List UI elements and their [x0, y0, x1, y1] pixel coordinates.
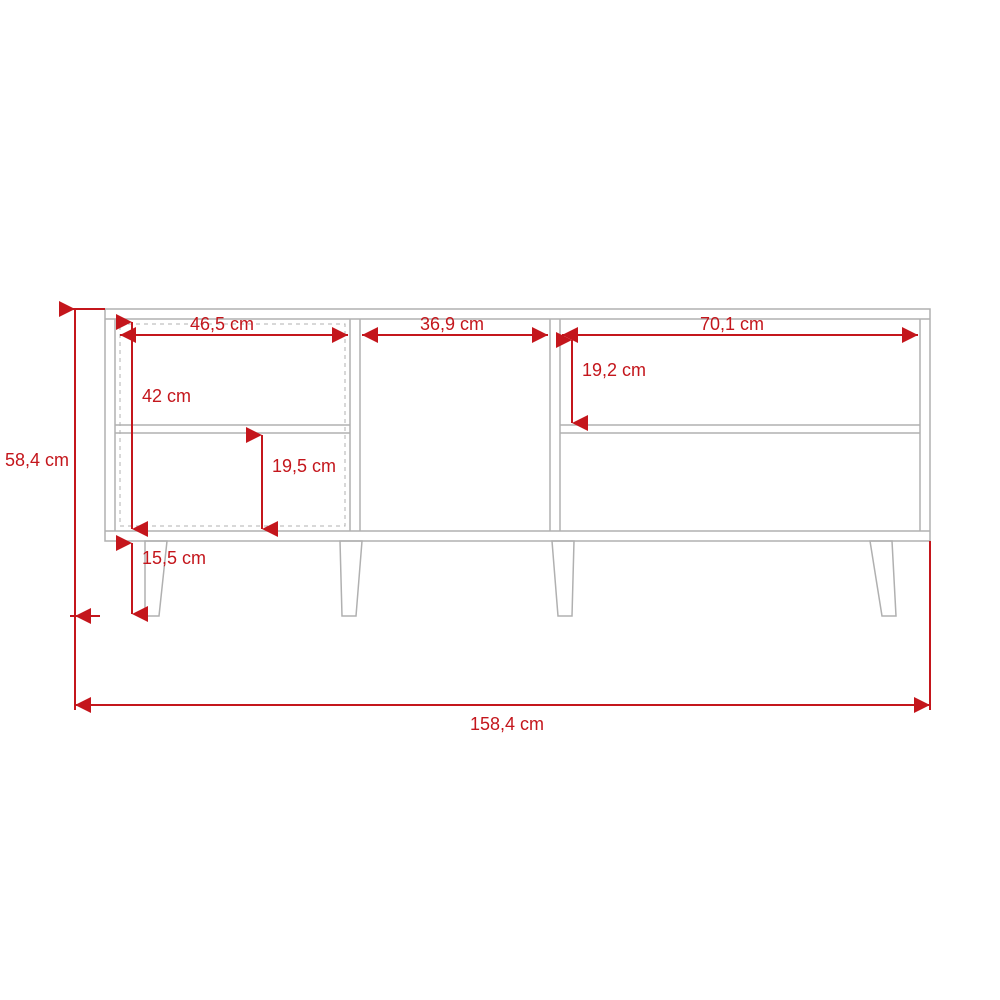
label-right-section-w: 70,1 cm: [700, 314, 764, 334]
dim-right-upper-h: 19,2 cm: [572, 340, 646, 423]
furniture-outline: [105, 309, 930, 541]
label-inner-height: 42 cm: [142, 386, 191, 406]
label-left-lower-h: 19,5 cm: [272, 456, 336, 476]
furniture-legs: [145, 541, 896, 616]
dim-total-height: 58,4 cm: [5, 309, 105, 616]
label-leg-height: 15,5 cm: [142, 548, 206, 568]
label-right-upper-h: 19,2 cm: [582, 360, 646, 380]
label-mid-section-w: 36,9 cm: [420, 314, 484, 334]
dim-mid-section-w: 36,9 cm: [362, 314, 548, 335]
label-total-width: 158,4 cm: [470, 714, 544, 734]
dimension-diagram: 58,4 cm 158,4 cm 46,5 cm 36,9 cm 70,1 cm…: [0, 0, 1000, 1000]
dim-left-lower-h: 19,5 cm: [262, 435, 336, 529]
label-total-height: 58,4 cm: [5, 450, 69, 470]
dim-leg-height: 15,5 cm: [132, 543, 206, 614]
label-left-section-w: 46,5 cm: [190, 314, 254, 334]
dim-total-width: 158,4 cm: [75, 309, 930, 734]
dim-right-section-w: 70,1 cm: [562, 314, 918, 335]
